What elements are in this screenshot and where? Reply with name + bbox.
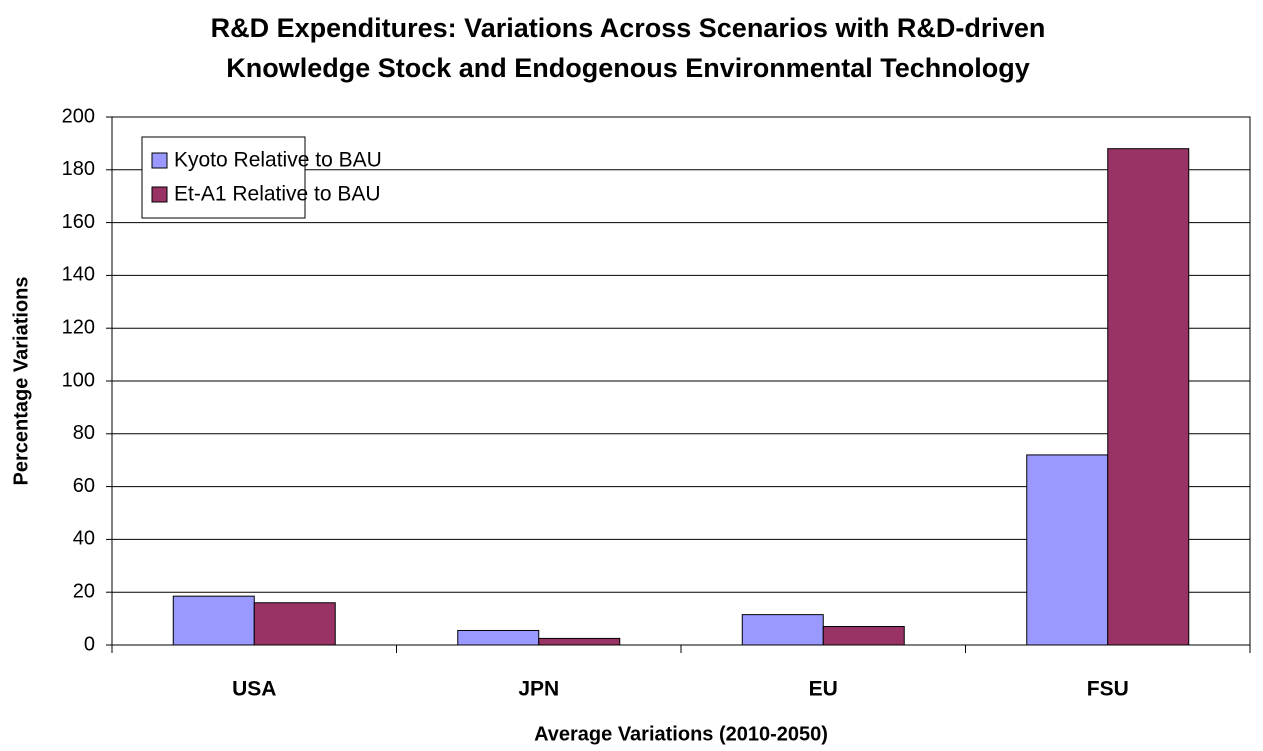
y-tick-label: 100 [62, 369, 95, 391]
x-axis-title: Average Variations (2010-2050) [534, 723, 828, 745]
bar [253, 602, 336, 646]
legend-label: Kyoto Relative to BAU [174, 149, 382, 172]
bar [741, 614, 824, 646]
legend-box [141, 136, 306, 219]
y-tick-label: 140 [62, 264, 95, 286]
y-tick-label: 20 [73, 580, 95, 602]
bar [1026, 454, 1109, 646]
y-tick-label: 80 [73, 422, 95, 444]
legend-label: Et-A1 Relative to BAU [174, 183, 381, 206]
x-tick-label: JPN [518, 678, 559, 701]
y-tick-label: 160 [62, 211, 95, 233]
y-tick-label: 60 [73, 475, 95, 497]
chart-title: Knowledge Stock and Endogenous Environme… [226, 53, 1030, 83]
bar [538, 637, 621, 646]
chart-title: R&D Expenditures: Variations Across Scen… [211, 13, 1046, 43]
y-tick-label: 180 [62, 158, 95, 180]
bar [822, 626, 905, 646]
y-tick-label: 40 [73, 528, 95, 550]
x-tick-label: USA [232, 678, 276, 701]
x-tick-label: EU [809, 678, 838, 701]
y-tick-label: 200 [62, 105, 95, 127]
legend-swatch [151, 152, 168, 169]
bar [457, 629, 540, 646]
legend-swatch [151, 186, 168, 203]
y-tick-label: 0 [84, 633, 95, 655]
y-axis-title: Percentage Variations [10, 277, 32, 486]
x-tick-label: FSU [1087, 678, 1129, 701]
y-tick-label: 120 [62, 316, 95, 338]
bar [172, 595, 255, 646]
bar [1107, 148, 1190, 646]
